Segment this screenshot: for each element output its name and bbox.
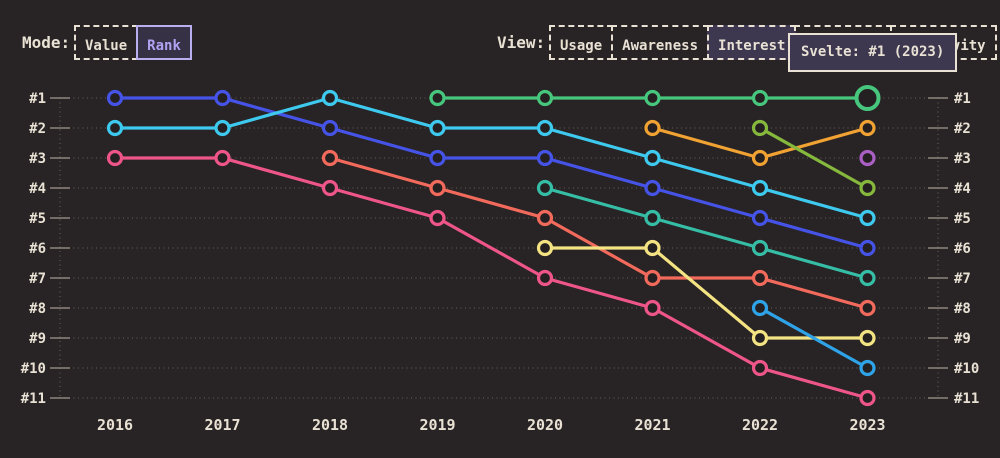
series-line-pink bbox=[115, 156, 868, 400]
left-axis-label-5: #5 bbox=[29, 211, 46, 227]
right-axis-label-10: #10 bbox=[954, 361, 979, 377]
right-axis-label-7: #7 bbox=[954, 271, 971, 287]
point-salmon-2019[interactable] bbox=[429, 179, 446, 197]
point-cyan-2023[interactable] bbox=[859, 209, 876, 227]
point-teal-2023[interactable] bbox=[859, 269, 876, 287]
series-line-dodger-blue bbox=[759, 306, 869, 370]
point-purple-2023[interactable] bbox=[859, 149, 876, 167]
x-axis-label-2021: 2021 bbox=[634, 416, 670, 434]
view-label: View: bbox=[497, 33, 546, 52]
point-yellow-2022[interactable] bbox=[751, 329, 769, 347]
point-cyan-2018[interactable] bbox=[321, 89, 339, 107]
point-cyan-2022[interactable] bbox=[751, 179, 769, 197]
point-dodger-blue-2023[interactable] bbox=[859, 359, 876, 377]
point-yellow-2020[interactable] bbox=[536, 239, 554, 257]
right-axis-label-1: #1 bbox=[954, 91, 971, 107]
point-salmon-2020[interactable] bbox=[536, 209, 554, 227]
point-royal-blue-2017[interactable] bbox=[214, 89, 231, 107]
point-orange-2023[interactable] bbox=[859, 119, 876, 137]
point-svelte-green-2021[interactable] bbox=[644, 89, 661, 107]
right-axis-label-3: #3 bbox=[954, 151, 971, 167]
point-pink-2019[interactable] bbox=[429, 209, 446, 227]
point-yellow-green-2023[interactable] bbox=[859, 179, 876, 197]
point-orange-2021[interactable] bbox=[644, 119, 661, 137]
point-royal-blue-2023[interactable] bbox=[859, 239, 876, 257]
point-dodger-blue-2022[interactable] bbox=[751, 299, 769, 317]
point-teal-2022[interactable] bbox=[751, 239, 769, 257]
point-pink-2022[interactable] bbox=[751, 359, 769, 377]
right-axis-label-9: #9 bbox=[954, 331, 971, 347]
series-line-teal bbox=[544, 186, 868, 280]
left-axis-label-7: #7 bbox=[29, 271, 46, 287]
mode-label: Mode: bbox=[22, 33, 71, 52]
point-cyan-2021[interactable] bbox=[644, 149, 661, 167]
point-pink-2023[interactable] bbox=[859, 389, 876, 407]
left-axis-label-6: #6 bbox=[29, 241, 46, 257]
series-line-cyan bbox=[115, 96, 868, 220]
point-royal-blue-2021[interactable] bbox=[644, 179, 661, 197]
mode-toggle-group: Value Rank bbox=[74, 25, 192, 60]
view-button-interest[interactable]: Interest bbox=[707, 25, 797, 60]
point-royal-blue-2019[interactable] bbox=[429, 149, 446, 167]
point-orange-2022[interactable] bbox=[751, 149, 769, 167]
point-svelte-green-2023[interactable] bbox=[854, 85, 881, 111]
right-axis-label-5: #5 bbox=[954, 211, 971, 227]
x-axis-label-2022: 2022 bbox=[742, 416, 778, 434]
point-pink-2017[interactable] bbox=[214, 149, 231, 167]
mode-button-rank[interactable]: Rank bbox=[136, 25, 192, 60]
right-axis-label-11: #11 bbox=[954, 391, 979, 407]
left-axis-label-8: #8 bbox=[29, 301, 46, 317]
point-svelte-green-2020[interactable] bbox=[536, 89, 554, 107]
point-salmon-2021[interactable] bbox=[644, 269, 661, 287]
point-pink-2016[interactable] bbox=[106, 149, 124, 167]
x-axis-label-2017: 2017 bbox=[204, 416, 240, 434]
x-axis-label-2016: 2016 bbox=[97, 416, 133, 434]
point-yellow-2023[interactable] bbox=[859, 329, 876, 347]
point-yellow-2021[interactable] bbox=[644, 239, 661, 257]
point-cyan-2017[interactable] bbox=[214, 119, 231, 137]
point-cyan-2020[interactable] bbox=[536, 119, 554, 137]
right-axis-label-6: #6 bbox=[954, 241, 971, 257]
x-axis-label-2018: 2018 bbox=[312, 416, 348, 434]
left-axis-label-1: #1 bbox=[29, 91, 46, 107]
left-axis-label-11: #11 bbox=[21, 391, 46, 407]
point-royal-blue-2020[interactable] bbox=[536, 149, 554, 167]
x-axis-label-2020: 2020 bbox=[527, 416, 563, 434]
series-line-royal-blue bbox=[115, 96, 868, 250]
point-svelte-green-2019[interactable] bbox=[429, 89, 446, 107]
hover-tooltip: Svelte: #1 (2023) bbox=[788, 33, 958, 72]
point-salmon-2023[interactable] bbox=[859, 299, 876, 317]
right-axis-label-4: #4 bbox=[954, 181, 971, 197]
left-axis-label-2: #2 bbox=[29, 121, 46, 137]
point-salmon-2022[interactable] bbox=[751, 269, 769, 287]
point-svelte-green-2022[interactable] bbox=[751, 89, 769, 107]
series-line-yellow-green bbox=[759, 126, 869, 190]
left-axis-label-3: #3 bbox=[29, 151, 46, 167]
point-royal-blue-2022[interactable] bbox=[751, 209, 769, 227]
point-pink-2021[interactable] bbox=[644, 299, 661, 317]
point-yellow-green-2022[interactable] bbox=[751, 119, 769, 137]
mode-button-value[interactable]: Value bbox=[74, 25, 139, 60]
point-royal-blue-2016[interactable] bbox=[106, 89, 124, 107]
point-salmon-2018[interactable] bbox=[321, 149, 339, 167]
point-royal-blue-2018[interactable] bbox=[321, 119, 339, 137]
x-axis-label-2019: 2019 bbox=[419, 416, 455, 434]
x-axis-label-2023: 2023 bbox=[849, 416, 885, 434]
right-axis-label-8: #8 bbox=[954, 301, 971, 317]
point-cyan-2019[interactable] bbox=[429, 119, 446, 137]
point-teal-2020[interactable] bbox=[536, 179, 554, 197]
left-axis-label-10: #10 bbox=[21, 361, 46, 377]
point-pink-2018[interactable] bbox=[321, 179, 339, 197]
point-cyan-2016[interactable] bbox=[106, 119, 124, 137]
series-line-salmon bbox=[329, 156, 868, 310]
point-teal-2021[interactable] bbox=[644, 209, 661, 227]
left-axis-label-4: #4 bbox=[29, 181, 46, 197]
right-axis-label-2: #2 bbox=[954, 121, 971, 137]
point-pink-2020[interactable] bbox=[536, 269, 554, 287]
view-button-usage[interactable]: Usage bbox=[549, 25, 614, 60]
view-button-awareness[interactable]: Awareness bbox=[611, 25, 710, 60]
left-axis-label-9: #9 bbox=[29, 331, 46, 347]
